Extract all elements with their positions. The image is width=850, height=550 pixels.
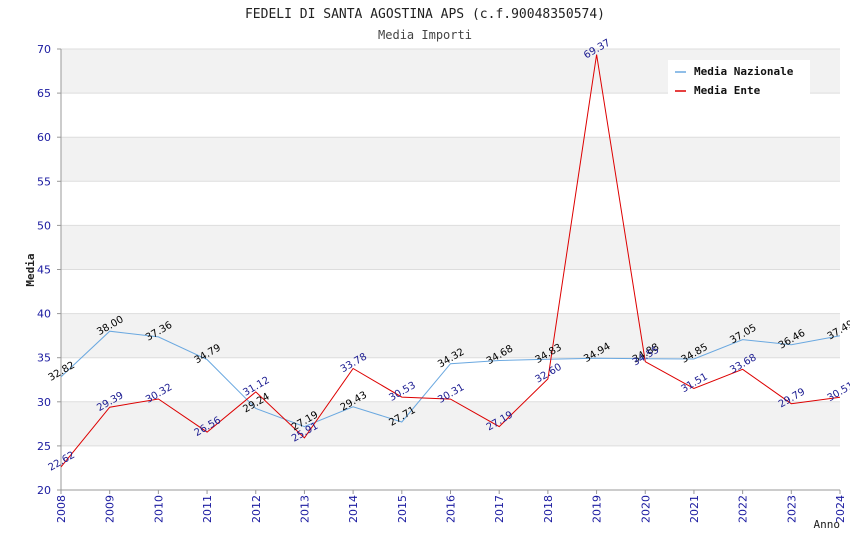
x-tick-label: 2010 <box>152 495 165 523</box>
x-tick-label: 2008 <box>55 495 68 523</box>
x-tick-label: 2016 <box>445 495 458 523</box>
x-tick-label: 2023 <box>785 495 798 523</box>
data-label: 22.62 <box>47 450 77 474</box>
y-axis-label: Media <box>24 253 37 286</box>
x-tick-label: 2017 <box>493 495 506 523</box>
grid-band <box>61 137 840 182</box>
grid-band <box>61 225 840 270</box>
chart-subtitle: Media Importi <box>378 28 472 42</box>
chart-title: FEDELI DI SANTA AGOSTINA APS (c.f.900483… <box>245 7 605 22</box>
x-tick-label: 2024 <box>834 495 847 523</box>
legend: Media Nazionale Media Ente <box>668 60 810 98</box>
series-line-nazionale <box>60 330 841 428</box>
x-tick-label: 2013 <box>298 495 311 523</box>
x-tick-label: 2014 <box>347 495 360 523</box>
x-tick-labels: 2008 2009 2010 2011 2012 2013 2014 2015 2016 2017… <box>55 495 847 523</box>
x-tick-label: 2018 <box>542 495 555 523</box>
y-tick-label: 40 <box>37 308 51 321</box>
x-tick-label: 2015 <box>396 495 409 523</box>
x-tick-label: 2009 <box>104 495 117 523</box>
data-label: 32.82 <box>47 360 77 384</box>
data-label: 30.53 <box>387 380 417 404</box>
y-tick-label: 70 <box>37 43 51 56</box>
series-line-ente <box>60 54 841 468</box>
x-tick-label: 2019 <box>591 495 604 523</box>
x-tick-label: 2012 <box>250 495 263 523</box>
data-label: 31.51 <box>680 371 710 395</box>
legend-label-ente: Media Ente <box>694 84 761 97</box>
series-lines <box>60 54 841 468</box>
x-axis-label: Anno <box>814 518 841 531</box>
y-tick-label: 30 <box>37 396 51 409</box>
y-tick-label: 45 <box>37 264 51 277</box>
grid-band <box>61 401 840 446</box>
x-tick-label: 2021 <box>688 495 701 523</box>
y-tick-label: 25 <box>37 440 51 453</box>
data-label: 30.51 <box>826 380 850 404</box>
grid-bands <box>61 49 840 446</box>
x-tick-label: 2011 <box>201 495 214 523</box>
legend-box <box>668 60 810 98</box>
y-tick-label: 55 <box>37 175 51 188</box>
y-tick-label: 50 <box>37 219 51 232</box>
x-tick-label: 2020 <box>639 495 652 523</box>
x-tick-label: 2022 <box>737 495 750 523</box>
grid-band <box>61 313 840 358</box>
legend-label-nazionale: Media Nazionale <box>694 65 794 78</box>
y-tick-labels: 20 25 30 35 40 45 50 55 60 65 70 <box>37 43 51 497</box>
y-tick-label: 60 <box>37 131 51 144</box>
y-tick-label: 35 <box>37 352 51 365</box>
y-tick-label: 65 <box>37 87 51 100</box>
y-tick-label: 20 <box>37 484 51 497</box>
axes <box>57 48 841 494</box>
